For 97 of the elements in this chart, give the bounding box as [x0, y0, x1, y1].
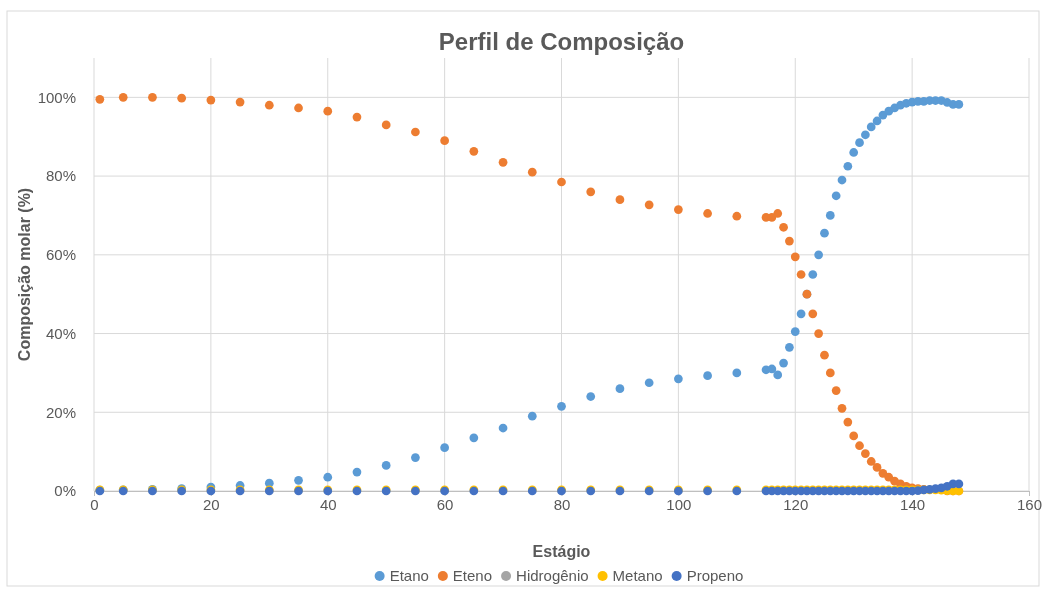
point — [294, 476, 303, 485]
chart-title: Perfil de Composição — [438, 28, 685, 55]
point — [323, 472, 333, 482]
x-tick-label: 160 — [1016, 495, 1043, 513]
point — [866, 457, 876, 466]
point — [785, 236, 794, 246]
point — [527, 167, 537, 177]
point — [440, 443, 449, 453]
point — [498, 423, 508, 433]
point — [644, 200, 654, 210]
point — [440, 136, 449, 146]
point — [796, 270, 806, 279]
point — [785, 342, 794, 352]
y-tick-label: 100% — [37, 88, 76, 106]
point — [866, 122, 876, 132]
y-tick-label: 20% — [45, 403, 76, 421]
point — [855, 441, 864, 451]
y-axis-title: Composição molar (%) — [16, 187, 33, 362]
legend-label: Propeno — [686, 567, 744, 584]
point — [849, 148, 859, 157]
point — [674, 374, 683, 384]
point — [773, 370, 783, 380]
point — [849, 431, 859, 441]
point — [177, 93, 187, 103]
x-tick-label: 100 — [666, 495, 692, 513]
point — [808, 270, 818, 279]
point — [615, 384, 625, 394]
point — [843, 417, 853, 427]
point — [831, 191, 841, 201]
point — [557, 402, 566, 411]
point — [557, 177, 566, 187]
legend-label: Metano — [612, 567, 663, 584]
point — [498, 157, 508, 167]
point — [527, 411, 537, 421]
x-tick-label: 140 — [900, 495, 926, 513]
point — [790, 327, 800, 336]
x-tick-label: 80 — [553, 495, 571, 513]
point — [264, 100, 274, 110]
point — [615, 195, 625, 205]
legend-label: Eteno — [452, 567, 493, 584]
x-axis-title: Estágio — [532, 543, 591, 560]
point — [837, 403, 847, 413]
point — [469, 433, 479, 443]
point — [861, 449, 870, 458]
point — [469, 146, 479, 156]
x-tick-label: 60 — [436, 495, 454, 513]
point — [814, 250, 823, 260]
point — [779, 222, 788, 232]
x-tick-label: 0 — [90, 495, 99, 513]
point — [954, 479, 964, 489]
point — [831, 386, 841, 395]
point — [235, 97, 245, 107]
point — [323, 106, 333, 116]
point — [820, 350, 829, 360]
y-tick-label: 0% — [54, 482, 76, 500]
point — [118, 93, 128, 102]
point — [206, 95, 216, 105]
y-tick-label: 40% — [45, 324, 76, 342]
point — [773, 209, 783, 218]
x-tick-label: 40 — [319, 495, 337, 513]
point — [732, 368, 742, 378]
point — [95, 94, 105, 104]
x-tick-label: 20 — [203, 495, 220, 513]
legend-label: Hidrogênio — [516, 567, 589, 584]
point — [837, 175, 847, 185]
point — [703, 209, 712, 218]
point — [855, 138, 864, 147]
point — [808, 309, 818, 319]
legend-label: Etano — [389, 567, 429, 584]
point — [732, 211, 742, 221]
point — [861, 130, 870, 140]
y-tick-label: 60% — [45, 246, 76, 264]
point — [411, 127, 420, 137]
point — [352, 467, 362, 477]
point — [586, 392, 596, 401]
point — [703, 371, 712, 381]
point — [411, 453, 420, 462]
point — [843, 161, 853, 171]
point — [814, 329, 823, 338]
point — [352, 112, 362, 122]
point — [148, 93, 157, 102]
point — [381, 120, 391, 130]
x-tick-label: 120 — [783, 495, 809, 513]
point — [872, 463, 882, 472]
point — [586, 187, 596, 197]
point — [825, 211, 835, 220]
y-tick-label: 80% — [45, 167, 76, 185]
point — [820, 228, 829, 238]
point — [674, 205, 683, 214]
point — [381, 461, 391, 470]
point — [779, 358, 788, 368]
point — [790, 252, 800, 262]
point — [644, 378, 654, 388]
point — [294, 103, 303, 113]
point — [796, 309, 806, 319]
point — [767, 364, 777, 374]
point — [825, 368, 835, 378]
